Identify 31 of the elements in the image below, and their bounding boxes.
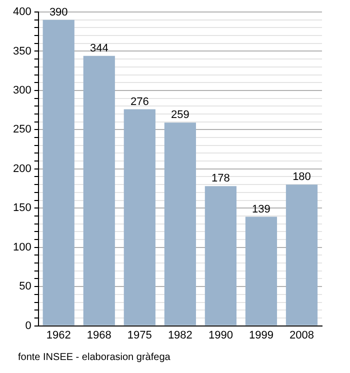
y-tick-label: 350 xyxy=(12,45,32,58)
x-tick-label: 2008 xyxy=(289,329,314,342)
x-tick-label: 1962 xyxy=(46,329,71,342)
source-note: fonte INSEE - elaborasion gràfega xyxy=(18,352,170,363)
y-tick-label: 50 xyxy=(19,280,32,293)
y-tick-label: 100 xyxy=(12,241,32,254)
bar xyxy=(42,20,74,326)
data-label: 139 xyxy=(252,203,270,216)
y-tick-label: 400 xyxy=(12,6,32,18)
x-tick-label: 1968 xyxy=(86,329,112,342)
data-label: 178 xyxy=(212,172,230,185)
data-label: 259 xyxy=(170,109,190,122)
x-tick-label: 1999 xyxy=(248,329,274,342)
y-tick-label: 300 xyxy=(12,84,32,96)
x-tick-label: 1990 xyxy=(208,329,233,342)
y-tick-label: 200 xyxy=(12,162,32,175)
data-label: 276 xyxy=(130,96,149,108)
bar xyxy=(286,184,318,326)
data-label: 180 xyxy=(292,171,311,184)
x-tick-label: 1982 xyxy=(168,329,192,342)
y-tick-label: 150 xyxy=(12,202,32,214)
bar xyxy=(124,109,156,326)
data-label: 344 xyxy=(90,42,108,54)
y-tick-label: 0 xyxy=(25,320,32,332)
data-label: 390 xyxy=(49,6,68,18)
bar xyxy=(164,122,196,326)
bar xyxy=(83,56,115,326)
bar xyxy=(245,216,278,326)
x-tick-label: 1975 xyxy=(127,329,152,342)
bar xyxy=(204,186,236,326)
y-tick-label: 250 xyxy=(12,124,32,136)
